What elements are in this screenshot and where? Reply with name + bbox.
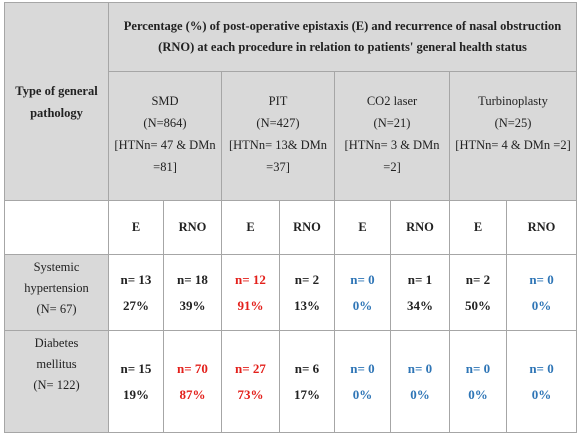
cell-percent: 13% xyxy=(294,297,320,313)
procedure-count: (N=864) xyxy=(143,116,187,130)
cell-count: n= 18 xyxy=(177,271,208,287)
data-cell: n= 0 0% xyxy=(505,254,578,331)
cell-percent: 0% xyxy=(531,386,552,402)
data-cell: n= 12 91% xyxy=(221,254,280,331)
procedure-header-pit: PIT (N=427) [HTNn= 13& DMn =37] xyxy=(221,71,335,201)
cell-percent: 17% xyxy=(294,386,320,402)
cell-percent: 39% xyxy=(179,297,206,313)
subheader-rno: RNO xyxy=(163,200,222,255)
row-label-line: mellitus xyxy=(36,357,77,371)
data-cell: n= 6 17% xyxy=(279,330,335,433)
cell-percent: 0% xyxy=(531,297,552,313)
cell-percent: 73% xyxy=(237,386,264,402)
cell-percent: 50% xyxy=(465,297,491,313)
data-cell: n= 0 0% xyxy=(390,330,450,433)
cell-count: n= 1 xyxy=(407,271,433,287)
main-title: Percentage (%) of post-operative epistax… xyxy=(123,19,562,54)
row-label-line: Diabetes xyxy=(34,336,79,350)
cell-count: n= 6 xyxy=(294,360,320,376)
procedure-count: (N=21) xyxy=(373,116,411,130)
cell-count: n= 27 xyxy=(235,360,266,376)
cell-percent: 19% xyxy=(123,386,149,402)
cell-count: n= 0 xyxy=(350,360,375,376)
data-cell: n= 0 0% xyxy=(334,254,391,331)
cell-percent: 34% xyxy=(407,297,433,313)
cell-percent: 0% xyxy=(410,386,430,402)
cell-percent: 0% xyxy=(352,297,373,313)
data-cell: n= 0 0% xyxy=(505,330,578,433)
row-label-line: (N= 122) xyxy=(33,378,80,392)
subheader-e: E xyxy=(108,200,164,255)
procedure-name: SMD xyxy=(151,94,179,108)
data-cell: n= 13 27% xyxy=(108,254,164,331)
data-cell: n= 2 13% xyxy=(279,254,335,331)
procedure-detail: [HTNn= 4 & DMn =2] xyxy=(455,138,571,152)
main-title-cell: Percentage (%) of post-operative epistax… xyxy=(107,2,578,72)
table-row: Diabetes mellitus (N= 122) n= 15 19% n= 7… xyxy=(4,330,578,433)
data-cell: n= 0 0% xyxy=(334,330,391,433)
procedure-name: CO2 laser xyxy=(366,94,418,108)
row-label-diabetes: Diabetes mellitus (N= 122) xyxy=(4,330,109,433)
cell-count: n= 0 xyxy=(407,360,433,376)
table-row: Systemic hypertension (N= 67) n= 13 27% n… xyxy=(4,254,578,331)
data-cell: n= 0 0% xyxy=(449,330,507,433)
procedure-name: PIT xyxy=(268,94,288,108)
cell-count: n= 12 xyxy=(235,271,266,287)
procedure-detail: [HTNn= 3 & DMn =2] xyxy=(344,138,440,174)
data-cell: n= 70 87% xyxy=(163,330,222,433)
row-label-line: (N= 67) xyxy=(36,302,77,316)
type-of-pathology-label: Type of general pathology xyxy=(15,83,98,120)
data-cell: n= 27 73% xyxy=(221,330,280,433)
row-label-line: hypertension xyxy=(24,281,89,295)
subheader-e: E xyxy=(221,200,280,255)
procedure-detail: [HTNn= 13& DMn =37] xyxy=(228,138,328,174)
procedure-header-turbinoplasty: Turbinoplasty (N=25) [HTNn= 4 & DMn =2] xyxy=(448,71,578,201)
procedure-header-smd: SMD (N=864) [HTNn= 47 & DMn =81] xyxy=(108,71,222,201)
cell-count: n= 0 xyxy=(529,271,554,287)
subheader-e: E xyxy=(449,200,507,255)
procedure-detail: [HTNn= 47 & DMn =81] xyxy=(114,138,216,174)
cell-percent: 87% xyxy=(179,386,206,402)
cell-count: n= 0 xyxy=(350,271,375,287)
subheader-rno: RNO xyxy=(505,200,578,255)
cell-percent: 91% xyxy=(237,297,264,313)
procedure-header-co2-laser: CO2 laser (N=21) [HTNn= 3 & DMn =2] xyxy=(334,71,450,201)
data-cell: n= 2 50% xyxy=(449,254,507,331)
cell-count: n= 0 xyxy=(529,360,554,376)
subheader-e: E xyxy=(334,200,391,255)
cell-count: n= 13 xyxy=(120,271,152,287)
procedure-count: (N=427) xyxy=(256,116,300,130)
cell-count: n= 2 xyxy=(294,271,320,287)
cell-percent: 0% xyxy=(352,386,373,402)
cell-count: n= 70 xyxy=(177,360,208,376)
procedure-count: (N=25) xyxy=(494,116,532,130)
cell-count: n= 0 xyxy=(465,360,491,376)
subheader-rno: RNO xyxy=(390,200,450,255)
cell-count: n= 2 xyxy=(465,271,491,287)
cell-percent: 27% xyxy=(123,297,149,313)
blank-subheader xyxy=(4,200,109,255)
procedure-name: Turbinoplasty xyxy=(478,94,548,108)
results-table: Type of general pathology Percentage (%)… xyxy=(4,2,578,433)
cell-percent: 0% xyxy=(468,386,488,402)
type-of-pathology-header: Type of general pathology xyxy=(4,2,109,201)
data-cell: n= 15 19% xyxy=(108,330,164,433)
data-cell: n= 1 34% xyxy=(390,254,450,331)
subheader-rno: RNO xyxy=(279,200,335,255)
data-cell: n= 18 39% xyxy=(163,254,222,331)
row-label-hypertension: Systemic hypertension (N= 67) xyxy=(4,254,109,331)
row-label-line: Systemic xyxy=(33,260,80,274)
cell-count: n= 15 xyxy=(120,360,152,376)
